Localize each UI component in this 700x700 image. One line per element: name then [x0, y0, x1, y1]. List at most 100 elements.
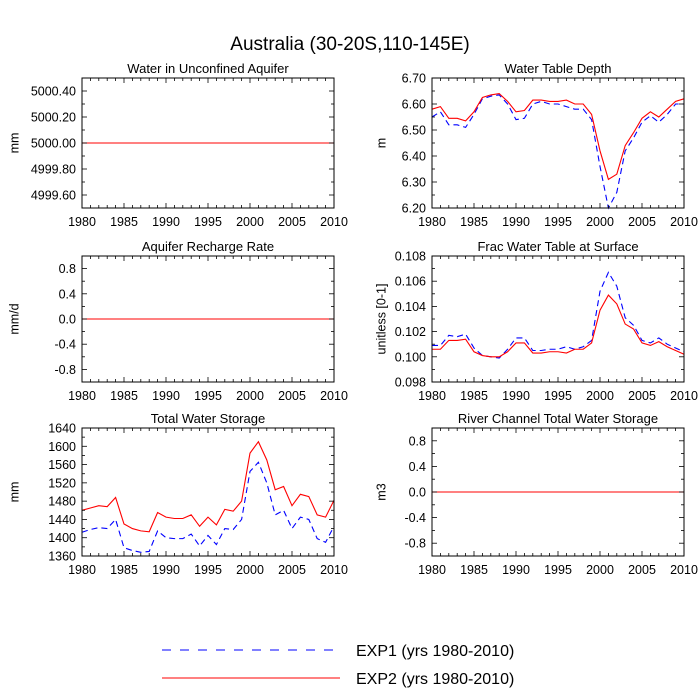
x-tick-label: 1980 [68, 215, 96, 229]
x-tick-label: 2010 [320, 215, 348, 229]
y-tick-label: 0.8 [409, 434, 426, 448]
x-tick-label: 1985 [110, 389, 138, 403]
y-tick-label: -0.4 [54, 338, 76, 352]
y-tick-label: 5000.00 [31, 137, 76, 151]
y-axis-label: mm [7, 482, 21, 503]
y-tick-label: 5000.20 [31, 111, 76, 125]
x-tick-label: 2005 [278, 215, 306, 229]
panel-4: 1980 1985 1990 1995 2000 2005 2010 0.108 0.106 0.… [374, 239, 698, 403]
panel-title: Water Table Depth [505, 61, 612, 76]
panel-title: Frac Water Table at Surface [477, 239, 638, 254]
series-line-exp2 [81, 440, 335, 533]
x-tick-label: 1985 [110, 215, 138, 229]
x-tick-label: 1995 [544, 389, 572, 403]
x-tick-label: 1980 [418, 215, 446, 229]
y-tick-label: 0.0 [409, 486, 426, 500]
y-tick-label: 6.50 [402, 124, 426, 138]
y-tick-label: 1480 [48, 495, 76, 509]
x-tick-label: 2000 [236, 215, 264, 229]
x-tick-label: 2000 [236, 563, 264, 577]
legend: EXP1 (yrs 1980-2010) EXP2 (yrs 1980-2010) [162, 643, 514, 688]
x-tick-label: 2000 [586, 563, 614, 577]
x-tick-label: 1990 [502, 389, 530, 403]
panel-6: 1980 1985 1990 1995 2000 2005 2010 0.8 0.4 0.0 -0.… [374, 411, 698, 577]
panel-title: Water in Unconfined Aquifer [127, 61, 289, 76]
x-tick-label: 2005 [278, 563, 306, 577]
y-tick-label: 0.4 [409, 460, 426, 474]
x-tick-label: 2010 [320, 563, 348, 577]
x-tick-label: 1995 [194, 215, 222, 229]
y-tick-label: 0.8 [59, 262, 76, 276]
x-tick-label: 1990 [152, 563, 180, 577]
series-line-exp1 [431, 94, 684, 210]
panel-title: Aquifer Recharge Rate [142, 239, 274, 254]
x-tick-label: 2010 [670, 215, 698, 229]
y-tick-label: 0.0 [59, 313, 76, 327]
y-axis-label: mm [7, 133, 21, 154]
x-tick-label: 1990 [152, 389, 180, 403]
x-tick-label: 1995 [194, 389, 222, 403]
y-tick-label: 6.40 [402, 150, 426, 164]
y-axis-label: m3 [374, 483, 388, 500]
x-tick-label: 1995 [544, 563, 572, 577]
series-line-exp2 [431, 93, 685, 181]
y-tick-label: 6.70 [402, 72, 426, 86]
x-tick-label: 2005 [628, 389, 656, 403]
y-tick-label: 0.100 [395, 350, 426, 364]
y-tick-label: 6.30 [402, 176, 426, 190]
panel-1: 1980 1985 1990 1995 2000 2005 2010 5000.40 5000.… [7, 61, 348, 229]
y-tick-label: 6.20 [402, 202, 426, 216]
x-tick-label: 1985 [460, 215, 488, 229]
x-tick-label: 1985 [460, 389, 488, 403]
y-tick-label: 0.104 [395, 300, 426, 314]
y-tick-label: 0.102 [395, 325, 426, 339]
y-tick-label: 0.098 [395, 376, 426, 390]
panel-2: 1980 1985 1990 1995 2000 2005 2010 6.70 6.60 6.50… [374, 61, 698, 229]
y-tick-label: 1440 [48, 513, 76, 527]
y-tick-label: 0.106 [395, 275, 426, 289]
panel-3: 1980 1985 1990 1995 2000 2005 2010 0.8 0.4 0.0 -0.… [7, 239, 348, 403]
figure-title: Australia (30-20S,110-145E) [230, 34, 469, 55]
y-tick-label: -0.4 [404, 511, 426, 525]
y-tick-label: 1600 [48, 440, 76, 454]
series-line-exp1 [432, 271, 685, 359]
y-tick-label: 1360 [48, 550, 76, 564]
legend-label-exp1: EXP1 (yrs 1980-2010) [356, 643, 514, 660]
y-tick-label: 4999.60 [31, 189, 76, 203]
panels: 1980 1985 1990 1995 2000 2005 2010 5000.40 5000.… [7, 61, 698, 577]
y-tick-label: 1560 [48, 458, 76, 472]
x-tick-label: 1980 [68, 563, 96, 577]
series-line-exp1 [81, 461, 335, 553]
plot-frame [431, 77, 685, 209]
panel-title: River Channel Total Water Storage [458, 411, 658, 426]
y-tick-label: 1400 [48, 531, 76, 545]
y-tick-label: 0.4 [59, 287, 76, 301]
y-tick-label: 1520 [48, 476, 76, 490]
series-line-exp2 [432, 294, 685, 358]
y-tick-label: 5000.40 [31, 85, 76, 99]
x-tick-label: 2000 [236, 389, 264, 403]
x-tick-label: 1995 [194, 563, 222, 577]
x-tick-label: 2000 [586, 215, 614, 229]
x-tick-label: 2000 [586, 389, 614, 403]
y-tick-label: 6.60 [402, 98, 426, 112]
plot-frame [81, 427, 335, 557]
y-axis-label: mm/d [7, 303, 21, 334]
y-tick-label: 0.108 [395, 250, 426, 264]
x-tick-label: 1980 [418, 563, 446, 577]
y-tick-label: 1640 [48, 422, 76, 436]
x-tick-label: 1990 [502, 563, 530, 577]
x-tick-label: 1985 [460, 563, 488, 577]
x-tick-label: 2005 [628, 215, 656, 229]
panel-title: Total Water Storage [151, 411, 265, 426]
x-tick-label: 1985 [110, 563, 138, 577]
panel-5: 1980 1985 1990 1995 2000 2005 2010 1640 1600 1560… [7, 411, 348, 577]
x-tick-label: 2010 [670, 389, 698, 403]
x-tick-label: 1990 [502, 215, 530, 229]
y-tick-label: 4999.80 [31, 163, 76, 177]
x-tick-label: 2010 [670, 563, 698, 577]
legend-label-exp2: EXP2 (yrs 1980-2010) [356, 671, 514, 688]
x-tick-label: 2005 [628, 563, 656, 577]
x-tick-label: 1980 [418, 389, 446, 403]
